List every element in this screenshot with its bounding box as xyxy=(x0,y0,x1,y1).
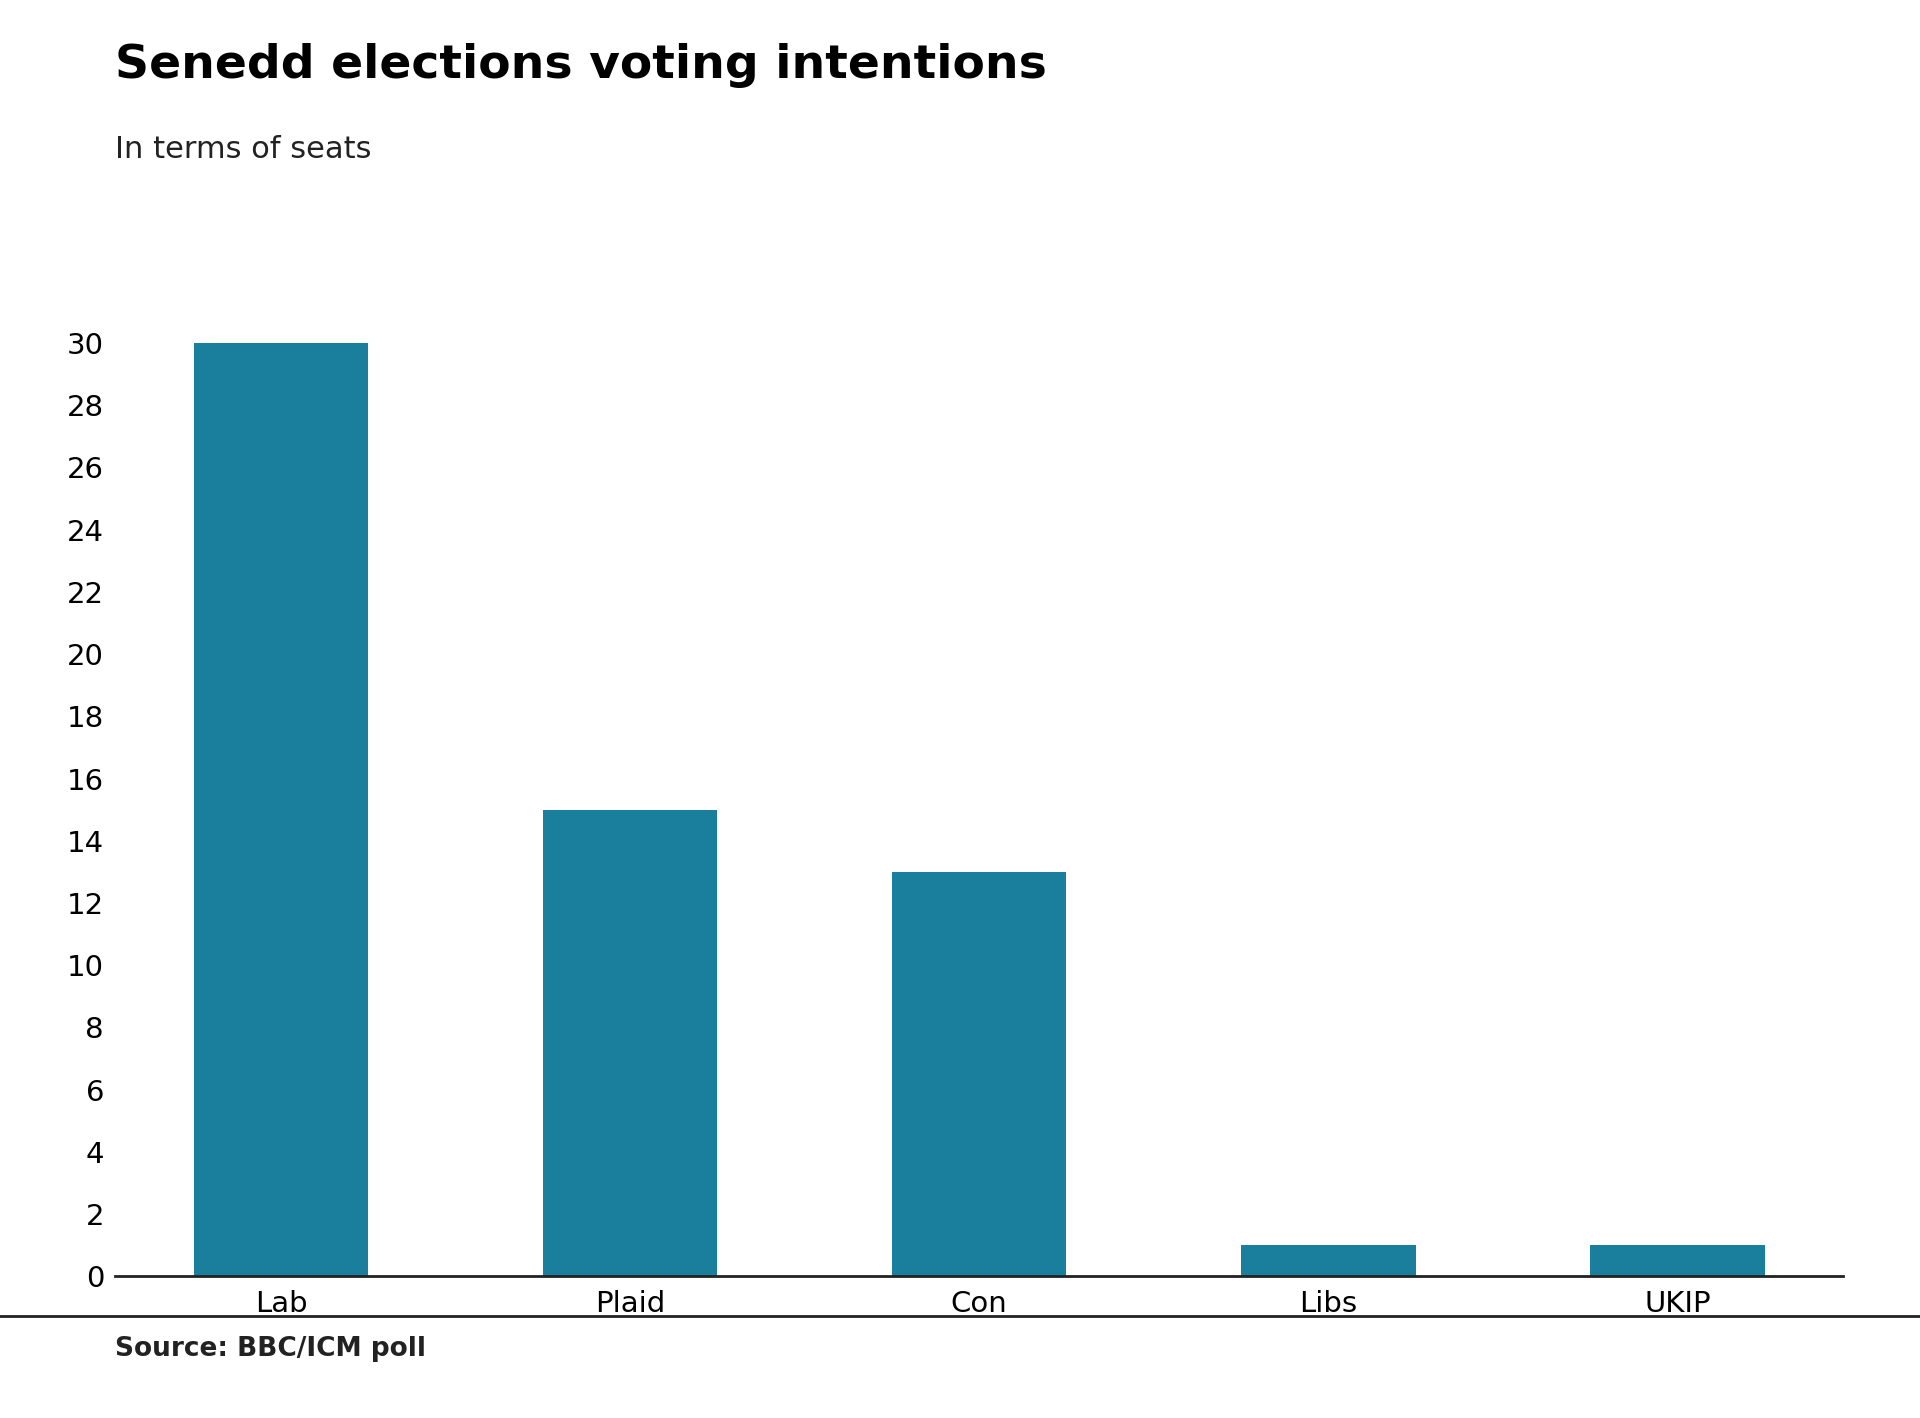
Bar xyxy=(194,343,369,1276)
Bar xyxy=(1240,1245,1415,1276)
Text: Source: BBC/ICM poll: Source: BBC/ICM poll xyxy=(115,1336,426,1361)
Bar xyxy=(1590,1245,1764,1276)
Text: In terms of seats: In terms of seats xyxy=(115,135,372,163)
Text: BBC: BBC xyxy=(1824,1339,1878,1361)
Text: Senedd elections voting intentions: Senedd elections voting intentions xyxy=(115,43,1046,88)
Bar xyxy=(893,872,1066,1276)
Bar xyxy=(543,810,718,1276)
